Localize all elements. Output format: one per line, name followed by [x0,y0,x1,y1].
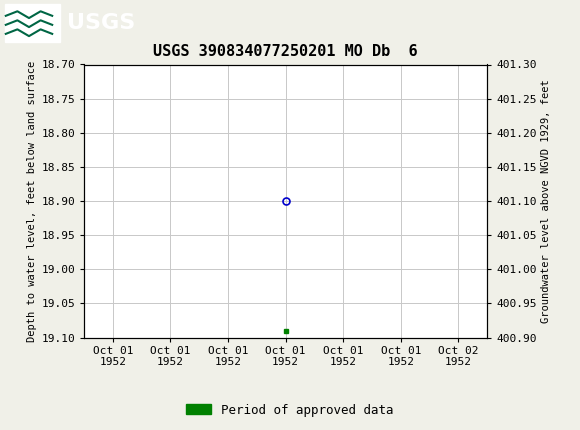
FancyBboxPatch shape [5,3,60,42]
Legend: Period of approved data: Period of approved data [181,399,399,421]
Text: USGS: USGS [67,12,135,33]
Y-axis label: Depth to water level, feet below land surface: Depth to water level, feet below land su… [27,60,37,342]
Title: USGS 390834077250201 MO Db  6: USGS 390834077250201 MO Db 6 [153,44,418,59]
Y-axis label: Groundwater level above NGVD 1929, feet: Groundwater level above NGVD 1929, feet [541,79,551,323]
